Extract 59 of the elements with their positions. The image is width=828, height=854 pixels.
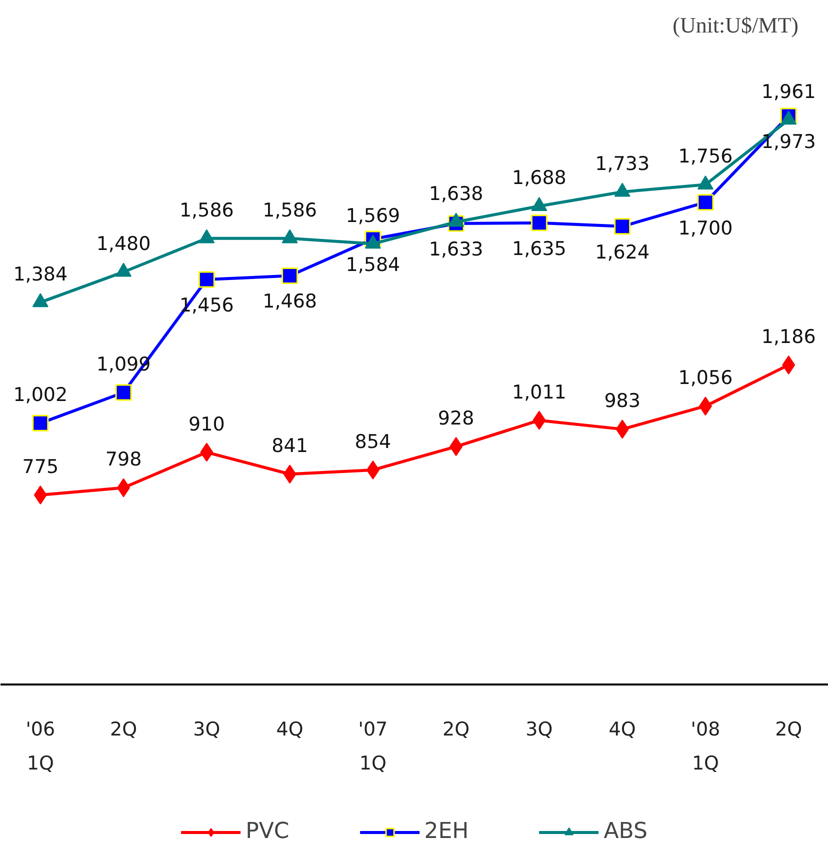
x-tick-label: 4Q bbox=[276, 718, 304, 740]
point bbox=[32, 414, 49, 432]
data-label: 1,586 bbox=[262, 199, 318, 222]
x-tick-label: 3Q bbox=[526, 718, 553, 740]
x-tick-label: '08 1Q bbox=[690, 718, 720, 774]
point bbox=[364, 234, 381, 249]
legend-label: 2EH bbox=[424, 819, 469, 844]
point bbox=[614, 218, 631, 235]
data-label: 1,733 bbox=[595, 152, 650, 175]
data-label: 1,973 bbox=[761, 130, 816, 153]
x-tick-label: 3Q bbox=[193, 718, 220, 740]
point bbox=[780, 110, 797, 125]
x-tick-label: 4Q bbox=[608, 718, 636, 740]
point bbox=[282, 268, 298, 284]
data-label: 1,056 bbox=[678, 367, 733, 390]
x-tick-label: '06 1Q bbox=[26, 718, 56, 774]
point bbox=[198, 271, 215, 288]
data-label: 910 bbox=[188, 413, 225, 436]
point bbox=[282, 229, 298, 244]
legend-label: PVC bbox=[246, 819, 290, 844]
data-label: 983 bbox=[604, 390, 640, 412]
data-label: 1,635 bbox=[512, 238, 566, 260]
point bbox=[32, 293, 48, 308]
x-tick-label: '07 1Q bbox=[358, 718, 388, 774]
data-label: 841 bbox=[272, 435, 308, 458]
data-label: 1,586 bbox=[179, 199, 234, 222]
x-tick-label: 2Q bbox=[110, 718, 138, 740]
data-label: 1,384 bbox=[13, 263, 68, 286]
data-label: 1,468 bbox=[262, 290, 318, 313]
data-label: 798 bbox=[105, 448, 142, 471]
x-tick-label: 2Q bbox=[442, 718, 470, 740]
data-label: 1,700 bbox=[678, 217, 733, 240]
data-label: 854 bbox=[354, 431, 392, 453]
data-label: 1,638 bbox=[428, 182, 484, 205]
data-label: 1,480 bbox=[96, 232, 151, 255]
data-label: 775 bbox=[22, 456, 59, 478]
point bbox=[697, 175, 714, 190]
point bbox=[530, 214, 548, 232]
point bbox=[448, 212, 464, 227]
point bbox=[116, 262, 132, 277]
data-label: 928 bbox=[438, 408, 474, 430]
data-label: 1,961 bbox=[761, 80, 816, 103]
data-label: 1,633 bbox=[428, 238, 484, 261]
point bbox=[366, 460, 380, 480]
text: (Unit:U$/MT) bbox=[672, 12, 799, 38]
point bbox=[531, 196, 548, 211]
point bbox=[614, 182, 630, 197]
data-label: 1,756 bbox=[678, 146, 733, 168]
data-label: 1,186 bbox=[761, 326, 816, 348]
legend-label: ABS bbox=[604, 819, 648, 844]
data-label: 1,011 bbox=[512, 381, 566, 404]
data-label: 1,688 bbox=[512, 167, 566, 190]
data-label: 1,624 bbox=[595, 241, 650, 264]
data-label: 1,584 bbox=[346, 254, 400, 276]
x-tick-label: 2Q bbox=[775, 718, 802, 740]
point bbox=[115, 384, 132, 401]
data-label: 1,002 bbox=[13, 384, 68, 406]
data-label: 1,569 bbox=[346, 204, 400, 227]
point bbox=[198, 229, 215, 244]
